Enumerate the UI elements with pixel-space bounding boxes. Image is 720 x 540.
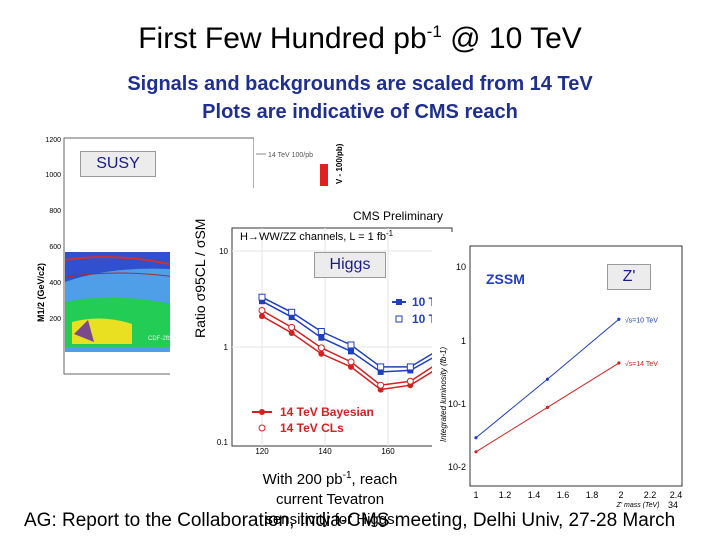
zprime-xtick: 1 [473,490,478,500]
slide-subtitle: Signals and backgrounds are scaled from … [0,70,720,126]
zprime-model: ZSSM [486,271,525,287]
zprime-series-label: √s=14 TeV [625,360,658,368]
higgs-point [259,313,265,320]
zprime-point [617,361,621,365]
susy-legend-text: 14 TeV 100/pb [268,152,313,159]
higgs-header: CMS Preliminary [353,209,443,223]
higgs-point [288,323,296,331]
zprime-series-group: √s=10 TeV √s=14 TeV [474,316,658,454]
zprime-ytick: 10-1 [448,399,466,409]
higgs-point [406,377,414,385]
higgs-tag: Higgs [314,252,386,278]
legend-marker [396,299,402,305]
higgs-point [348,363,354,370]
susy-red-bar [320,164,328,186]
zprime-point [545,377,550,381]
zprime-xtick: 1.4 [528,490,541,500]
zprime-ylabel: Integrated luminosity (fb-1) [439,347,448,442]
higgs-point [288,314,295,321]
higgs-point [377,368,384,375]
susy-ytick: 600 [49,244,61,251]
higgs-ylabel: Ratio σ95CL / σSM [192,219,208,338]
higgs-channels: H→WW/ZZ channels, L = 1 fb-1 [240,229,394,243]
susy-right-label-box: V - 100/pb) [332,126,344,186]
susy-ytick: 1200 [45,137,61,144]
higgs-point [258,293,266,301]
higgs-ytick: 0.1 [217,438,229,447]
susy-ytick: 800 [49,208,61,215]
higgs-xtick: 120 [255,447,269,456]
higgs-ytick: 1 [224,343,229,352]
zprime-ytick: 1 [461,336,466,346]
note-line-1: With 200 pb-1, reach [262,470,398,488]
higgs-plot: CMS Preliminary H→WW/ZZ channels, L = 1 … [170,188,454,456]
susy-right-label: V - 100/pb) [335,143,344,184]
zprime-point [474,436,478,440]
higgs-legend-top: 10 T 10 T [392,295,437,326]
higgs-plot-svg: CMS Preliminary H→WW/ZZ channels, L = 1 … [192,209,453,456]
subtitle-line-1: Signals and backgrounds are scaled from … [127,73,593,95]
higgs-point [317,344,325,352]
zprime-xlabel: Z' mass (TeV) [615,502,659,509]
susy-cdf-label: CDF-2fb (MR [148,336,184,342]
susy-ytick: 200 [49,316,61,323]
legend-marker [259,409,265,415]
higgs-xtick: 140 [318,447,332,456]
legend-text: 10 T [412,295,437,309]
zprime-tag: Z' [607,264,651,290]
higgs-point [259,298,265,305]
higgs-point [288,329,295,336]
susy-ylabel: M1/2 (GeV/c2) [36,263,46,322]
higgs-point [317,328,325,336]
legend-marker [395,315,403,323]
tevatron-note: With 200 pb-1, reach current Tevatron se… [240,466,420,530]
higgs-point [406,363,414,371]
higgs-point [288,308,296,316]
higgs-point [347,341,355,349]
zprime-ytick: 10 [456,262,466,272]
slide-title: First Few Hundred pb-1 @ 10 TeV [138,22,582,55]
note-line-2: current Tevatron [275,491,385,508]
zprime-series-label: √s=10 TeV [625,316,658,324]
susy-tag: SUSY [80,151,156,177]
higgs-point [258,306,266,314]
higgs-ytick: 10 [219,247,228,256]
zprime-xtick: 1.6 [557,490,570,500]
legend-text: 14 TeV Bayesian [280,405,374,419]
zprime-xtick: 2.2 [644,490,657,500]
zprime-xtick: 1.8 [586,490,599,500]
legend-text: 10 T [412,312,437,326]
susy-legend-panel: 14 TeV 100/pb [254,140,334,188]
zprime-ytick: 10-2 [448,462,466,472]
zprime-xtick: 2.4 [670,490,683,500]
susy-ytick: 1000 [45,172,61,179]
higgs-point [407,367,414,374]
subtitle-line-2: Plots are indicative of CMS reach [202,101,518,123]
higgs-point [318,334,325,341]
legend-marker [258,424,266,432]
footer-text: AG: Report to the Collaboration, India-C… [24,510,676,531]
legend-text: 14 TeV CLs [280,421,344,435]
higgs-legend-bottom: 14 TeV Bayesian 14 TeV CLs [252,405,374,435]
higgs-xtick: 160 [381,447,395,456]
susy-excluded-region [74,320,94,342]
susy-legend-svg: 14 TeV 100/pb [256,152,328,186]
higgs-point [377,363,385,371]
susy-right-label-svg: V - 100/pb) [335,143,344,184]
higgs-point [348,348,354,355]
page-number: 34 [668,500,679,510]
zprime-xtick: 1.2 [499,490,512,500]
higgs-point [318,350,325,357]
zprime-point [474,450,478,454]
higgs-point [347,358,355,366]
susy-ytick: 400 [49,280,61,287]
zprime-point [545,405,550,410]
note-line-3: sensitivity for Higgs [265,511,395,528]
zprime-xtick: 2 [618,490,623,500]
higgs-point [377,381,385,389]
zprime-point [617,317,621,321]
